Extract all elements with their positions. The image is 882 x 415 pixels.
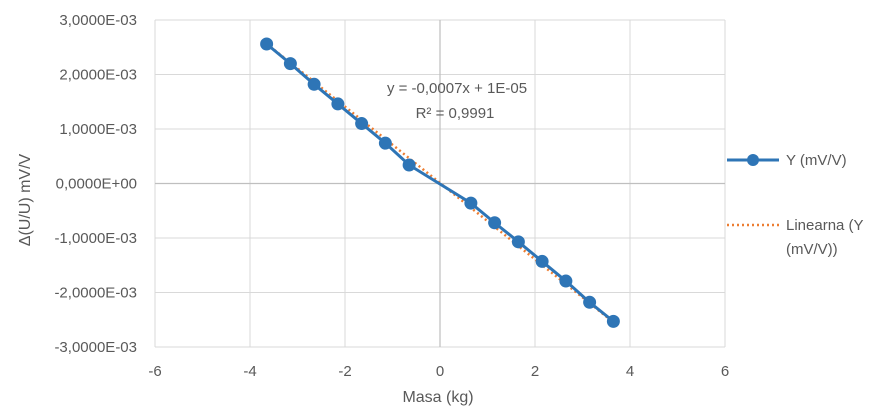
trendline-equation: y = -0,0007x + 1E-05: [387, 80, 527, 97]
legend-trend-label: Linearna (Y (mV/V)): [786, 217, 867, 258]
data-point: [488, 216, 502, 230]
trendline-r2: R² = 0,9991: [416, 105, 495, 122]
data-point: [535, 254, 549, 268]
legend-trend-label-line1: Linearna (Y: [786, 217, 864, 234]
x-tick-label: 0: [436, 363, 444, 380]
trendline-annotation: y = -0,0007x + 1E-05 R² = 0,9991: [387, 80, 527, 122]
y-tick-label: -1,0000E-03: [54, 230, 137, 247]
x-tick-label: 4: [626, 363, 634, 380]
data-point: [378, 136, 392, 150]
data-point: [283, 57, 297, 71]
x-axis-label: Masa (kg): [402, 389, 473, 406]
legend-series-marker: [747, 154, 759, 166]
data-point: [606, 314, 620, 328]
x-tick-label: 6: [721, 363, 729, 380]
data-point: [260, 37, 274, 51]
data-point: [402, 158, 416, 172]
data-point: [511, 235, 525, 249]
data-point: [355, 117, 369, 131]
y-tick-label: 3,0000E-03: [59, 12, 137, 29]
y-tick-label: -3,0000E-03: [54, 339, 137, 356]
y-tick-label: 1,0000E-03: [59, 121, 137, 138]
legend: Y (mV/V) Linearna (Y (mV/V)): [727, 152, 867, 258]
x-tick-label: -6: [148, 363, 161, 380]
data-point: [464, 196, 478, 210]
y-tick-label: 2,0000E-03: [59, 67, 137, 84]
data-point: [583, 295, 597, 309]
x-tick-label: 2: [531, 363, 539, 380]
data-point: [307, 77, 321, 91]
trendline-path: [265, 42, 615, 324]
y-tick-label: 0,0000E+00: [56, 176, 137, 193]
legend-series-label: Y (mV/V): [786, 152, 847, 169]
y-tick-labels: 3,0000E-03 2,0000E-03 1,0000E-03 0,0000E+00…: [54, 12, 137, 356]
series: [260, 37, 620, 328]
x-tick-label: -2: [338, 363, 351, 380]
trendline: [265, 42, 615, 324]
legend-trend-label-line2: (mV/V)): [786, 241, 838, 258]
x-tick-labels: -6 -4 -2 0 2 4 6: [148, 363, 729, 380]
x-tick-label: -4: [243, 363, 256, 380]
data-point: [559, 274, 573, 288]
y-tick-label: -2,0000E-03: [54, 285, 137, 302]
data-point: [331, 97, 345, 111]
y-axis-label: Δ(U/U) mV/V: [17, 153, 34, 246]
